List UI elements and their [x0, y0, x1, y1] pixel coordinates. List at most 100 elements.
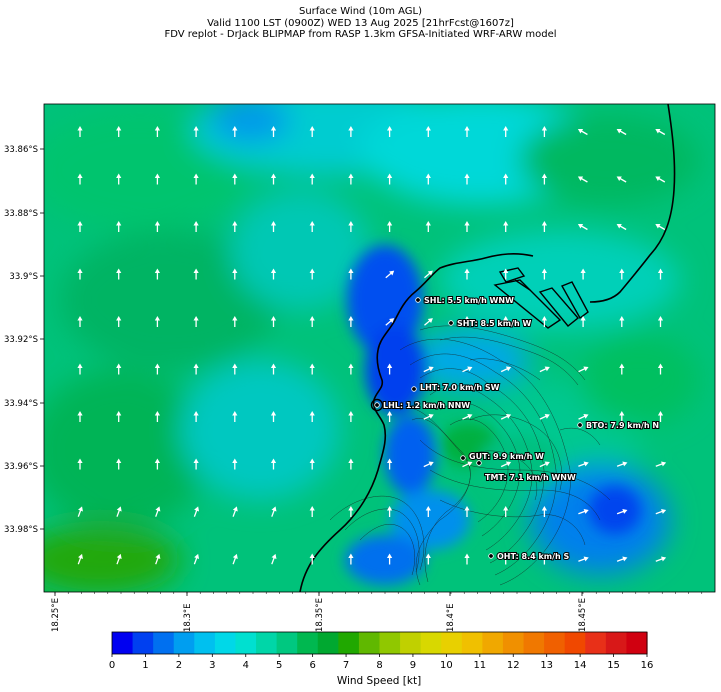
- colorbar-segment: [132, 632, 154, 654]
- wind-arrow: [193, 411, 199, 422]
- wind-arrow: [270, 411, 277, 422]
- wind-arrow: [116, 126, 122, 137]
- wind-arrow: [616, 176, 627, 183]
- plot-frame: [43, 103, 716, 593]
- wind-arrow: [580, 268, 586, 280]
- colorbar-tick-label: 4: [243, 660, 249, 671]
- station-label: GUT: 9.9 km/h W: [469, 452, 544, 461]
- colorbar-segment: [256, 632, 278, 654]
- wind-arrow: [271, 553, 277, 565]
- colorbar-segment: [544, 632, 566, 654]
- lat-tick-label: 33.86°S: [4, 145, 38, 155]
- coastline: [299, 104, 676, 592]
- wind-arrow: [348, 363, 354, 375]
- colorbar-segment: [605, 632, 628, 654]
- wind-arrow: [232, 268, 238, 280]
- wind-arrow: [387, 458, 393, 470]
- wind-arrow: [541, 173, 547, 185]
- colorbar-segment: [358, 632, 381, 654]
- wind-arrow: [462, 366, 473, 373]
- wind-arrow: [503, 126, 509, 137]
- colorbar-segment: [297, 632, 319, 654]
- wind-arrow: [270, 173, 277, 185]
- harbour-breakwaters: [493, 267, 589, 329]
- wind-arrow: [309, 221, 315, 232]
- colorbar-segment: [482, 632, 504, 654]
- wind-arrow: [116, 411, 122, 422]
- lon-tick-label: 18.3°E: [183, 603, 193, 632]
- lon-tick-label: 18.45°E: [578, 598, 588, 632]
- wind-arrow: [309, 506, 315, 517]
- lon-tick-label: 18.4°E: [446, 603, 456, 632]
- station-label: OHT: 8.4 km/h S: [497, 552, 570, 561]
- wind-arrow: [77, 126, 83, 137]
- wind-arrow: [77, 221, 83, 232]
- colorbar-tick-label: 14: [574, 660, 587, 671]
- wind-arrow: [541, 553, 547, 565]
- wind-arrow: [655, 556, 667, 562]
- wind-arrow: [154, 363, 160, 375]
- wind-arrow: [309, 173, 315, 185]
- wind-arrow: [270, 268, 277, 280]
- colorbar-tick-label: 1: [142, 660, 148, 671]
- wind-arrow: [577, 223, 588, 231]
- wind-arrow: [387, 126, 393, 137]
- colorbar-tick-label: 12: [507, 660, 520, 671]
- colorbar-tick-label: 8: [376, 660, 382, 671]
- wind-arrow: [539, 461, 550, 468]
- wind-arrow: [616, 509, 628, 515]
- station-dot: [476, 460, 482, 466]
- wind-arrow: [464, 316, 470, 327]
- wind-arrow: [578, 366, 589, 373]
- lat-tick-label: 33.9°S: [9, 272, 38, 282]
- title-line-2: Valid 1100 LST (0900Z) WED 13 Aug 2025 […: [207, 17, 514, 29]
- wind-arrow: [464, 173, 470, 185]
- wind-arrow: [77, 173, 83, 185]
- station-label: TMT: 7.1 km/h WNW: [485, 473, 576, 482]
- wind-arrow: [387, 173, 393, 185]
- colorbar-segment: [420, 632, 442, 654]
- colorbar-segment: [214, 632, 237, 654]
- wind-arrow: [154, 411, 160, 422]
- colorbar-tick-label: 11: [473, 660, 486, 671]
- station-label: LHL: 1.2 km/h NNW: [383, 401, 470, 410]
- wind-arrow: [580, 316, 586, 327]
- wind-arrow: [309, 458, 315, 470]
- wind-arrow: [616, 128, 627, 136]
- station-label: SHL: 5.5 km/h WNW: [424, 296, 514, 305]
- wind-arrow: [232, 506, 238, 517]
- wind-arrow: [271, 506, 277, 517]
- wind-arrow: [193, 221, 199, 232]
- wind-arrow: [577, 128, 588, 136]
- wind-arrow: [619, 268, 625, 280]
- station-dot: [577, 422, 583, 428]
- colorbar-tick-label: 2: [176, 660, 182, 671]
- chart-title: Surface Wind (10m AGL) Valid 1100 LST (0…: [0, 6, 721, 41]
- station-dot: [415, 297, 421, 303]
- longitude-axis: 18.25°E 18.3°E 18.35°E 18.4°E 18.45°E: [51, 592, 703, 632]
- wind-arrow: [578, 461, 589, 467]
- wind-arrow: [578, 414, 589, 420]
- latitude-axis: 33.86°S 33.88°S 33.9°S 33.92°S 33.94°S 33.96°…: [4, 145, 44, 535]
- wind-arrow: [387, 506, 393, 517]
- wind-arrow: [270, 363, 277, 375]
- wind-arrow: [462, 461, 473, 468]
- wind-arrow: [309, 316, 315, 327]
- colorbar-segment: [235, 632, 257, 654]
- wind-arrow: [154, 458, 160, 470]
- colorbar-segment: [585, 632, 607, 654]
- wind-arrow: [655, 223, 666, 231]
- wind-arrow: [154, 268, 160, 280]
- wind-arrow: [155, 553, 161, 565]
- wind-arrow: [578, 509, 589, 515]
- wind-arrow: [657, 363, 664, 375]
- wind-arrow: [77, 553, 83, 565]
- wind-arrow: [155, 506, 161, 517]
- wind-arrow: [77, 411, 83, 422]
- colorbar-tick-label: 6: [309, 660, 315, 671]
- wind-arrow: [655, 509, 667, 515]
- wind-arrow: [348, 268, 354, 280]
- colorbar-segment: [502, 632, 525, 654]
- wind-arrow: [655, 461, 667, 467]
